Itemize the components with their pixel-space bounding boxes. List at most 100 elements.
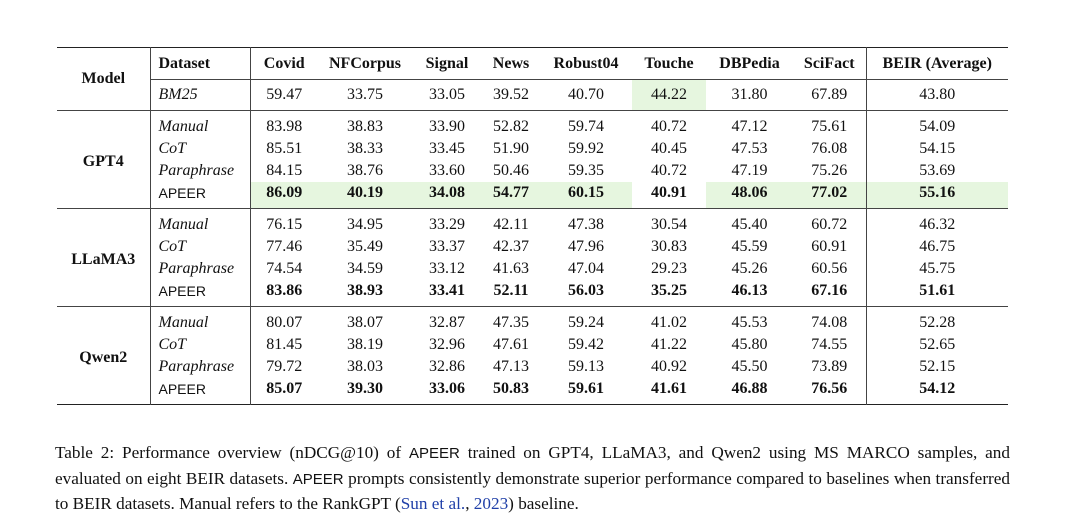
dataset-cell: BM25 <box>149 79 251 111</box>
caption-text: prompts consistently demonstrate superio… <box>55 468 1010 514</box>
value-cell: 45.50 <box>731 358 768 375</box>
value-cell: 33.75 <box>347 86 383 103</box>
value-cell: 54.77 <box>482 182 540 209</box>
value-cell: 33.60 <box>429 162 465 179</box>
value-cell: 33.90 <box>412 110 482 138</box>
data-row: CoT 81.45 38.19 32.96 47.61 59.42 41.22 45.80 74… <box>57 334 1008 356</box>
value-cell: 30.54 <box>632 208 706 236</box>
value-cell: 50.83 <box>493 380 529 397</box>
value-cell: 54.12 <box>865 378 1008 405</box>
data-row: CoT 77.46 35.49 33.37 42.37 47.96 30.83 45.59 60… <box>57 236 1008 258</box>
value-cell: 47.12 <box>706 110 793 138</box>
value-cell: 38.83 <box>318 110 412 138</box>
dataset-cell: CoT <box>149 334 251 356</box>
value-cell: 55.16 <box>865 182 1008 209</box>
value-cell: 60.15 <box>540 182 632 209</box>
value-cell: 45.75 <box>865 258 1008 280</box>
value-cell: 52.65 <box>865 334 1008 356</box>
column-header: BEIR (Average) <box>865 47 1008 80</box>
value-cell: 54.09 <box>865 110 1008 138</box>
value-cell: 33.45 <box>429 140 465 157</box>
value-cell: 52.28 <box>865 306 1008 334</box>
data-row: APEER 85.07 39.30 33.06 50.83 59.61 41.61 46.88… <box>57 378 1008 405</box>
data-row: APEER 86.09 40.19 34.08 54.77 60.15 40.91 48.06… <box>57 182 1008 209</box>
value-cell: 59.47 <box>266 86 303 103</box>
value-cell: 53.69 <box>865 160 1008 182</box>
model-cell: Qwen2 <box>57 306 150 405</box>
data-row: CoT 85.51 38.33 33.45 51.90 59.92 40.45 47.53 76… <box>57 138 1008 160</box>
value-cell: 86.09 <box>250 182 318 209</box>
value-cell: 75.61 <box>793 110 866 138</box>
value-cell: 84.15 <box>266 162 303 179</box>
value-cell: 44.22 <box>632 79 706 111</box>
value-cell: 40.92 <box>651 358 687 375</box>
value-cell: 81.45 <box>266 336 303 353</box>
value-cell: 34.08 <box>412 182 482 209</box>
dataset-cell: Manual <box>149 110 251 138</box>
value-cell: 59.61 <box>568 380 604 397</box>
citation-year[interactable]: 2023 <box>473 494 509 514</box>
data-row: GPT4 Manual 83.98 38.83 33.90 52.82 59.74 40.72… <box>57 110 1008 209</box>
value-cell: 34.59 <box>347 260 383 277</box>
data-row: Qwen2 Manual 80.07 38.07 32.87 47.35 59.24 41.0… <box>57 306 1008 405</box>
value-cell: 35.25 <box>651 282 687 299</box>
value-cell: 79.72 <box>266 358 303 375</box>
value-cell: 29.23 <box>651 260 687 277</box>
value-cell: 59.92 <box>568 140 604 157</box>
value-cell: 40.45 <box>651 140 687 157</box>
value-cell: 45.40 <box>706 208 793 236</box>
value-cell: 33.37 <box>429 238 465 255</box>
value-cell: 38.93 <box>347 282 383 299</box>
baseline-row: BM25 59.47 33.75 33.05 39.52 40.70 44.22 31.80 6… <box>57 79 1008 111</box>
value-cell: 45.80 <box>731 336 768 353</box>
value-cell: 56.03 <box>568 282 604 299</box>
value-cell: 47.19 <box>731 162 768 179</box>
model-cell: LLaMA3 <box>57 208 150 307</box>
column-header: Robust04 <box>540 47 632 80</box>
value-cell: 45.59 <box>731 238 768 255</box>
value-cell: 38.03 <box>347 358 383 375</box>
dataset-cell: Paraphrase <box>149 356 251 378</box>
value-cell: 38.33 <box>347 140 383 157</box>
column-header: Signal <box>412 47 482 80</box>
data-row: Paraphrase 84.15 38.76 33.60 50.46 59.35 40.72… <box>57 160 1008 182</box>
value-cell: 47.53 <box>731 140 768 157</box>
column-header: DBPedia <box>706 47 793 80</box>
value-cell: 31.80 <box>731 86 768 103</box>
value-cell: 34.95 <box>318 208 412 236</box>
value-cell: 42.11 <box>482 208 540 236</box>
caption: Table 2: Performance overview (nDCG@10) … <box>55 441 1010 517</box>
value-cell: 32.86 <box>429 358 465 375</box>
value-cell: 59.24 <box>540 306 632 334</box>
value-cell: 47.13 <box>493 358 529 375</box>
value-cell: 38.76 <box>347 162 383 179</box>
value-cell: 60.72 <box>793 208 866 236</box>
caption-text: ) baseline. <box>508 494 579 514</box>
value-cell: 83.86 <box>266 282 303 299</box>
data-row: Paraphrase 79.72 38.03 32.86 47.13 59.13 40.92… <box>57 356 1008 378</box>
value-cell: 41.63 <box>493 260 529 277</box>
dataset-cell: APEER <box>149 280 251 307</box>
value-cell: 52.82 <box>482 110 540 138</box>
caption-text: trained on GPT4, LLaMA3, and Qwen2 using… <box>55 443 1010 488</box>
value-cell: 32.96 <box>429 336 465 353</box>
value-cell: 48.06 <box>706 182 793 209</box>
column-header: Touche <box>632 47 706 80</box>
value-cell: 50.46 <box>493 162 529 179</box>
value-cell: 74.55 <box>811 336 848 353</box>
value-cell: 60.91 <box>811 238 848 255</box>
value-cell: 35.49 <box>347 238 383 255</box>
value-cell: 67.89 <box>811 86 848 103</box>
value-cell: 76.56 <box>811 380 848 397</box>
dataset-cell: Paraphrase <box>149 258 251 280</box>
value-cell: 47.38 <box>540 208 632 236</box>
value-cell: 73.89 <box>811 358 848 375</box>
value-cell: 42.37 <box>493 238 529 255</box>
value-cell: 77.46 <box>266 238 303 255</box>
value-cell: 52.15 <box>865 356 1008 378</box>
dataset-cell: APEER <box>149 182 251 209</box>
citation-author[interactable]: Sun et al. <box>400 494 466 514</box>
value-cell: 59.13 <box>568 358 604 375</box>
value-cell: 75.26 <box>811 162 848 179</box>
value-cell: 33.12 <box>429 260 465 277</box>
